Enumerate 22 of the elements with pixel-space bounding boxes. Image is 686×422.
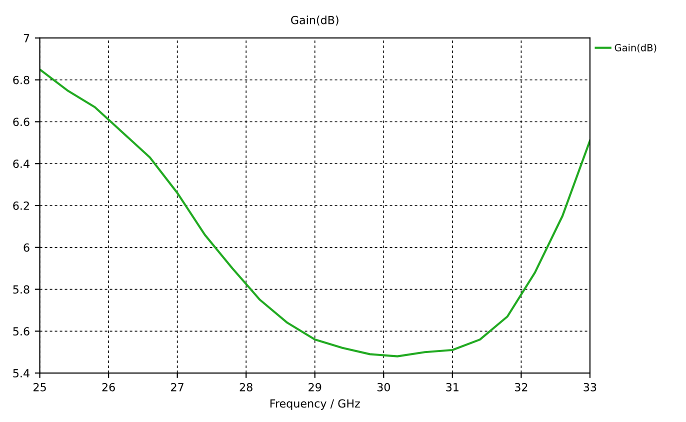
x-tick-label: 32 — [514, 382, 528, 392]
y-tick-label: 6.4 — [13, 160, 30, 168]
y-tick-label: 5.4 — [13, 369, 30, 378]
y-tick-label: 6.8 — [13, 76, 30, 84]
x-tick-label: 28 — [240, 382, 252, 392]
x-tick-label: 25 — [34, 382, 46, 392]
x-tick-label: 33 — [584, 382, 596, 392]
legend-label: Gain(dB) — [614, 44, 656, 52]
y-tick-label: 6 — [24, 243, 30, 252]
y-tick-label: 6.6 — [13, 118, 30, 126]
x-tick-label: 29 — [308, 382, 322, 392]
x-axis-title: Frequency / GHz — [270, 399, 360, 410]
y-tick-label: 5.6 — [13, 327, 30, 336]
y-tick-label: 7 — [24, 34, 30, 42]
x-tick-label: 30 — [377, 382, 390, 392]
x-tick-label: 27 — [171, 382, 184, 392]
chart-title: Gain(dB) — [291, 16, 338, 26]
y-tick-label: 5.8 — [13, 285, 30, 294]
line-series — [40, 68, 590, 358]
x-tick-label: 26 — [102, 382, 115, 392]
y-tick-label: 6.2 — [13, 201, 29, 210]
x-tick-label: 31 — [446, 382, 458, 392]
